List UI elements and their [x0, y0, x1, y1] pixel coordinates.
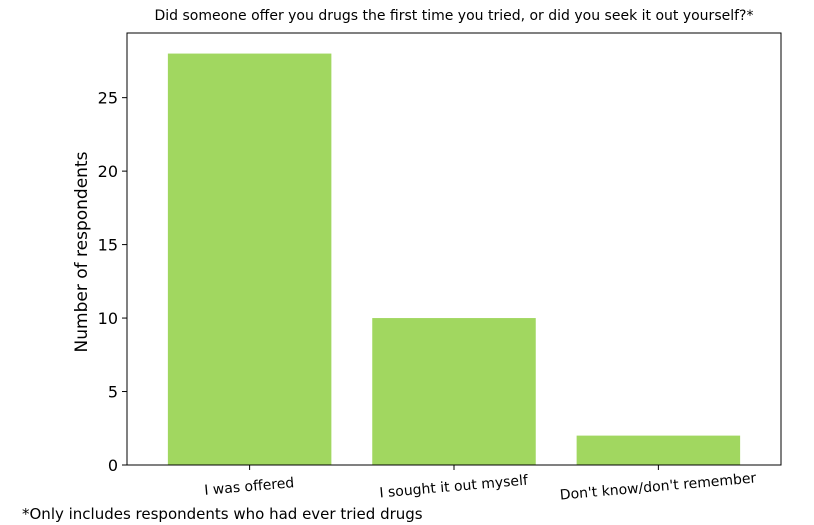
y-tick-label: 20	[98, 162, 118, 181]
y-axis-label: Number of respondents	[72, 151, 92, 352]
chart-title: Did someone offer you drugs the first ti…	[154, 8, 754, 24]
chart-footnote: *Only includes respondents who had ever …	[22, 505, 423, 523]
y-tick-label: 0	[108, 456, 118, 475]
x-tick-label: Don't know/don't remember	[559, 470, 757, 503]
bar	[167, 53, 332, 465]
bar	[372, 318, 536, 465]
y-tick-label: 5	[108, 383, 118, 402]
y-tick-label: 10	[98, 309, 118, 328]
x-tick-label: I was offered	[204, 475, 295, 499]
x-tick-label: I sought it out myself	[379, 472, 530, 501]
bar	[576, 435, 741, 465]
y-tick-label: 15	[98, 236, 118, 255]
y-tick-label: 25	[98, 89, 118, 108]
